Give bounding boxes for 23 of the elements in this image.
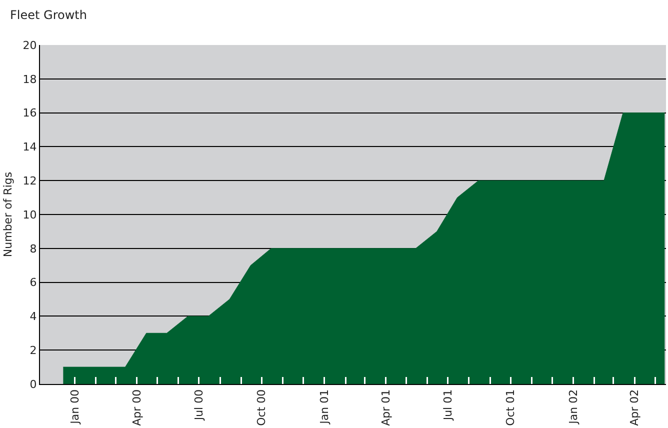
x-tick-label: Jan 01 (318, 389, 331, 425)
y-tick-label: 6 (30, 276, 37, 290)
y-tick-label: 12 (22, 174, 37, 188)
y-tick-label: 20 (22, 38, 37, 52)
x-tick-label: Jul 01 (441, 389, 454, 422)
y-tick-label: 4 (30, 310, 37, 324)
y-tick-label: 2 (30, 344, 37, 357)
y-tick-label: 16 (22, 106, 37, 120)
x-tick-label: Jan 02 (566, 389, 580, 425)
y-axis-title: Number of Rigs (1, 172, 14, 258)
x-tick-label: Apr 01 (379, 389, 392, 426)
y-tick-label: 14 (22, 140, 37, 154)
x-tick-label: Jan 00 (68, 389, 82, 425)
y-tick-label: 18 (22, 72, 37, 86)
x-tick-label: Oct 01 (504, 389, 518, 426)
y-tick-label: 10 (22, 208, 37, 222)
x-tick-label: Apr 02 (628, 389, 642, 426)
y-tick-label: 8 (30, 242, 37, 256)
x-tick-label: Oct 00 (255, 389, 268, 426)
x-tick-label: Apr 00 (130, 389, 144, 426)
y-tick-label: 0 (30, 378, 37, 391)
x-tick-label: Jul 00 (192, 389, 206, 422)
chart-title: Fleet Growth (10, 8, 87, 22)
